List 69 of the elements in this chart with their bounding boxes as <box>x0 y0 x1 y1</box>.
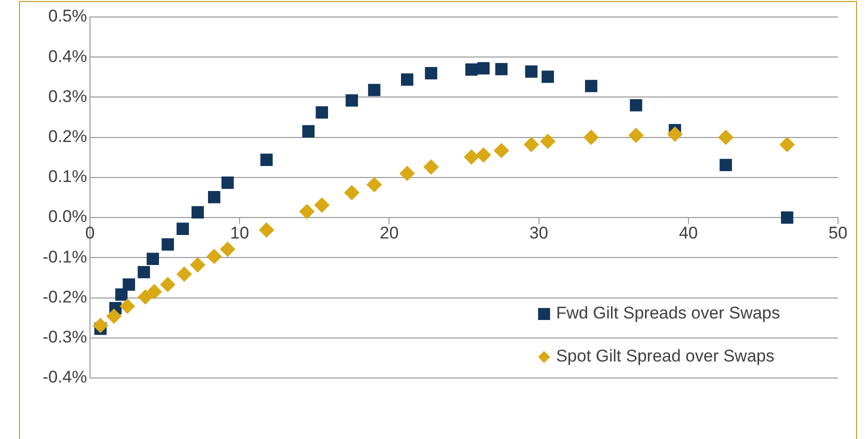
y-tick-label: -0.1% <box>42 247 87 266</box>
point <box>92 318 108 333</box>
point <box>160 277 176 292</box>
point <box>400 73 414 86</box>
point <box>400 166 415 181</box>
x-tick-label: 10 <box>230 224 250 243</box>
point <box>630 99 642 112</box>
point <box>206 248 222 264</box>
point <box>346 94 358 107</box>
point <box>525 65 538 78</box>
point <box>138 289 153 304</box>
x-tick-label: 0 <box>85 224 95 243</box>
point <box>585 80 598 92</box>
point <box>718 130 734 145</box>
point <box>220 242 236 257</box>
legend-label: Spot Gilt Spread over Swaps <box>556 346 774 366</box>
point <box>424 67 438 80</box>
y-tick-label: 0.4% <box>48 46 87 66</box>
y-tick-label: 0.5% <box>48 6 87 26</box>
point <box>720 158 732 172</box>
point <box>542 70 554 83</box>
point <box>120 298 135 314</box>
y-tick-label: -0.2% <box>42 287 87 306</box>
point <box>524 137 539 152</box>
point <box>465 63 478 76</box>
point <box>494 143 509 158</box>
point <box>190 257 206 272</box>
y-tick-label: 0.2% <box>48 127 87 146</box>
point <box>476 147 491 162</box>
x-tick-label: 40 <box>678 224 698 243</box>
point <box>259 222 274 238</box>
point <box>628 128 644 143</box>
point <box>464 149 479 164</box>
x-tick-label: 20 <box>380 224 399 243</box>
point <box>192 206 204 218</box>
point <box>780 211 794 224</box>
y-tick-label: 0.0% <box>48 207 87 226</box>
point <box>106 308 122 324</box>
legend-label: Fwd Gilt Spreads over Swaps <box>556 304 780 323</box>
point <box>146 252 159 266</box>
point <box>316 106 328 119</box>
point <box>146 284 162 300</box>
point <box>221 176 234 189</box>
point <box>584 130 599 145</box>
y-tick-label: 0.1% <box>48 167 87 186</box>
x-tick-label: 30 <box>529 224 548 243</box>
point <box>495 62 508 76</box>
point <box>176 222 189 235</box>
point <box>314 198 330 213</box>
point <box>260 154 273 166</box>
point <box>780 137 795 152</box>
point <box>302 125 315 138</box>
point <box>208 190 220 204</box>
y-tick-label: 0.3% <box>48 86 87 106</box>
point <box>344 185 360 200</box>
point <box>122 278 136 291</box>
point <box>176 266 192 282</box>
point <box>477 62 490 74</box>
point <box>540 134 556 149</box>
y-tick-label: -0.3% <box>42 328 87 347</box>
point <box>424 160 439 175</box>
point <box>667 126 682 142</box>
point <box>368 84 380 96</box>
point <box>299 204 314 220</box>
point <box>138 266 150 278</box>
x-tick-label: 50 <box>828 224 848 243</box>
point <box>162 238 174 251</box>
point <box>366 177 382 192</box>
y-tick-label: -0.4% <box>42 368 87 387</box>
